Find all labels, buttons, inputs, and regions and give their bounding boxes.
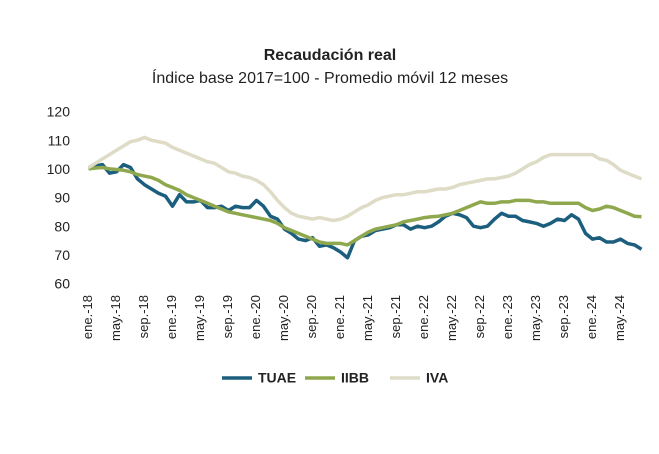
x-tick-label: ene.-22 — [416, 295, 431, 339]
x-tick-label: sep.-20 — [304, 295, 319, 338]
x-tick-label: may.-19 — [192, 295, 207, 341]
series-line — [87, 135, 643, 223]
y-tick-label: 90 — [54, 190, 70, 206]
y-tick-label: 60 — [54, 276, 70, 292]
x-tick-label: ene.-21 — [332, 295, 347, 339]
legend-label: TUAE — [258, 370, 296, 386]
y-tick-label: 70 — [54, 247, 70, 263]
y-tick-label: 100 — [47, 161, 71, 177]
x-tick-label: sep.-21 — [388, 295, 403, 338]
x-tick-label: may.-20 — [276, 295, 291, 341]
x-tick-label: may.-18 — [108, 295, 123, 341]
x-tick-label: sep.-23 — [556, 295, 571, 338]
x-tick-label: ene.-19 — [164, 295, 179, 339]
x-tick-label: sep.-18 — [136, 295, 151, 338]
x-tick-label: may.-23 — [528, 295, 543, 341]
legend-label: IVA — [426, 370, 448, 386]
x-tick-label: may.-22 — [444, 295, 459, 341]
legend-label: IIBB — [341, 370, 369, 386]
y-tick-label: 80 — [54, 218, 70, 234]
series-line — [88, 165, 642, 247]
x-tick-label: ene.-20 — [248, 295, 263, 339]
y-tick-label: 120 — [47, 104, 71, 120]
x-tick-label: ene.-18 — [80, 295, 95, 339]
x-tick-label: ene.-24 — [584, 295, 599, 339]
x-tick-label: sep.-19 — [220, 295, 235, 338]
y-tick-label: 110 — [48, 132, 71, 148]
x-tick-label: may.-21 — [360, 295, 375, 341]
x-tick-label: ene.-23 — [500, 295, 515, 339]
x-tick-label: sep.-22 — [472, 295, 487, 338]
chart-subtitle: Índice base 2017=100 - Promedio móvil 12… — [152, 68, 508, 87]
x-tick-label: may.-24 — [612, 295, 627, 341]
series-line — [88, 162, 643, 260]
chart-title: Recaudación real — [264, 47, 397, 64]
